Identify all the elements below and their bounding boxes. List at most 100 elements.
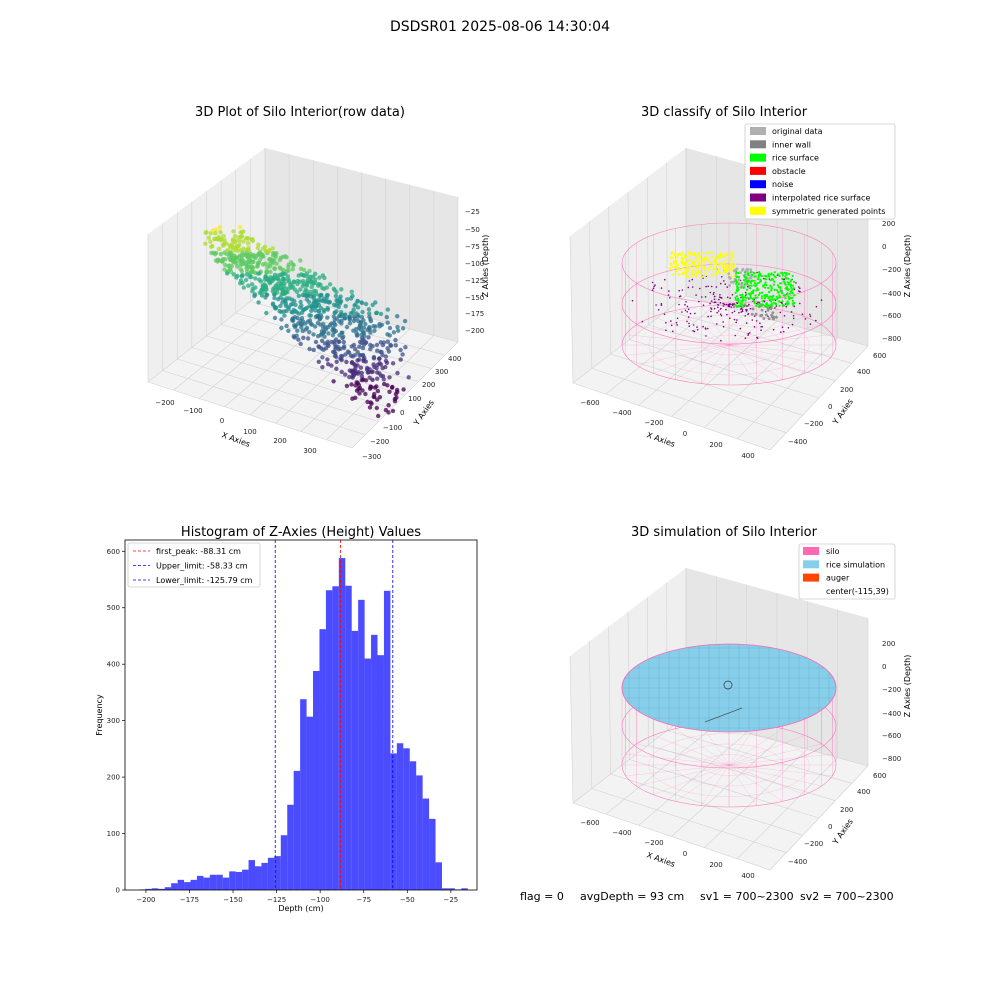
interp-point	[716, 311, 718, 314]
raw-point	[377, 356, 382, 361]
raw-point	[339, 318, 344, 323]
sym-point	[694, 268, 697, 271]
histogram-bar	[287, 804, 294, 890]
rice-point	[763, 297, 766, 300]
rice-point	[791, 299, 795, 302]
raw-point	[319, 338, 325, 343]
histogram-bar	[332, 586, 339, 890]
interp-point	[705, 285, 707, 288]
interp-point	[741, 310, 744, 313]
interp-point	[707, 315, 709, 318]
raw-point	[360, 300, 365, 306]
rice-point	[754, 294, 757, 297]
sym-point	[715, 261, 718, 264]
histogram-bar	[229, 871, 236, 890]
raw-point	[331, 314, 336, 319]
raw-point	[370, 344, 375, 349]
interp-point	[783, 315, 786, 317]
raw-point	[339, 357, 344, 363]
interp-point	[815, 319, 817, 322]
raw-point	[331, 286, 337, 291]
histogram-bar	[274, 856, 281, 890]
wall-point	[765, 313, 768, 317]
interp-point	[725, 308, 727, 311]
raw-point	[250, 286, 256, 291]
raw-xtick: 200	[273, 437, 286, 445]
rice-point	[768, 295, 771, 298]
interp-point	[652, 287, 655, 290]
sym-point	[704, 257, 708, 260]
histogram-bar	[441, 888, 449, 890]
interp-point	[740, 306, 742, 308]
interp-point	[723, 303, 726, 306]
raw-point	[248, 251, 253, 257]
raw-point	[363, 301, 369, 307]
interp-point	[710, 285, 713, 288]
raw-point	[367, 325, 372, 330]
histogram-x-ticks: −200 −175 −150 −125 −100 −75 −50 −25	[136, 890, 458, 904]
histogram-bar	[383, 590, 391, 890]
rice-point	[765, 283, 768, 287]
interp-point	[753, 326, 756, 328]
raw-point	[295, 328, 300, 333]
cls-ztick: −200	[882, 266, 901, 274]
raw-point	[319, 298, 324, 303]
raw-point	[313, 314, 319, 319]
grid-line	[627, 191, 630, 340]
histogram-bar	[267, 857, 275, 890]
raw-point	[222, 267, 227, 272]
histogram-bar	[351, 630, 359, 890]
raw-point	[372, 385, 378, 390]
raw-point	[238, 247, 244, 253]
rice-point	[753, 272, 756, 275]
sym-point	[697, 264, 700, 267]
raw-point	[274, 261, 279, 266]
raw-point	[355, 358, 360, 363]
raw-point	[307, 268, 312, 274]
raw-point	[285, 290, 290, 295]
rice-point	[781, 303, 785, 306]
interp-point	[722, 325, 725, 328]
interp-point	[761, 326, 763, 328]
sym-point	[675, 270, 678, 273]
raw-ytick: 200	[422, 381, 435, 389]
raw-point	[278, 303, 283, 309]
raw-point	[396, 328, 401, 333]
histogram-bar	[261, 862, 268, 890]
raw-point	[370, 302, 375, 308]
histogram-xtick-label: −125	[267, 896, 286, 904]
rice-point	[759, 274, 762, 277]
raw-point	[395, 389, 400, 395]
raw-ztick: −175	[465, 310, 484, 318]
rice-point	[773, 298, 776, 301]
sim-legend-label: auger	[826, 574, 850, 583]
rice-point	[737, 271, 740, 275]
raw-point	[355, 305, 361, 310]
grid-line	[221, 324, 419, 383]
wall-point	[762, 317, 766, 320]
raw-point	[351, 342, 357, 348]
rice-point	[758, 281, 761, 284]
interp-point	[694, 312, 696, 315]
interp-point	[755, 320, 758, 322]
raw-point	[331, 379, 336, 384]
orig-point	[739, 271, 742, 275]
raw-point	[385, 320, 390, 325]
raw-point	[368, 330, 373, 335]
raw-x-ticks: −200 −100 0 100 200 300	[155, 399, 316, 455]
raw-point	[350, 396, 355, 401]
histogram-bar	[325, 590, 333, 890]
histogram-bar	[448, 888, 455, 890]
sim-ytick: −400	[788, 858, 807, 866]
interp-point	[710, 310, 712, 313]
sym-point	[680, 253, 683, 256]
histogram-bar	[396, 743, 404, 890]
sym-point	[723, 266, 726, 269]
raw-point	[389, 385, 395, 390]
histogram-bar	[151, 888, 159, 890]
interp-point	[715, 286, 718, 288]
sym-point	[684, 275, 688, 278]
interp-point	[720, 339, 722, 342]
rice-point	[753, 279, 756, 282]
raw-point	[272, 295, 277, 301]
